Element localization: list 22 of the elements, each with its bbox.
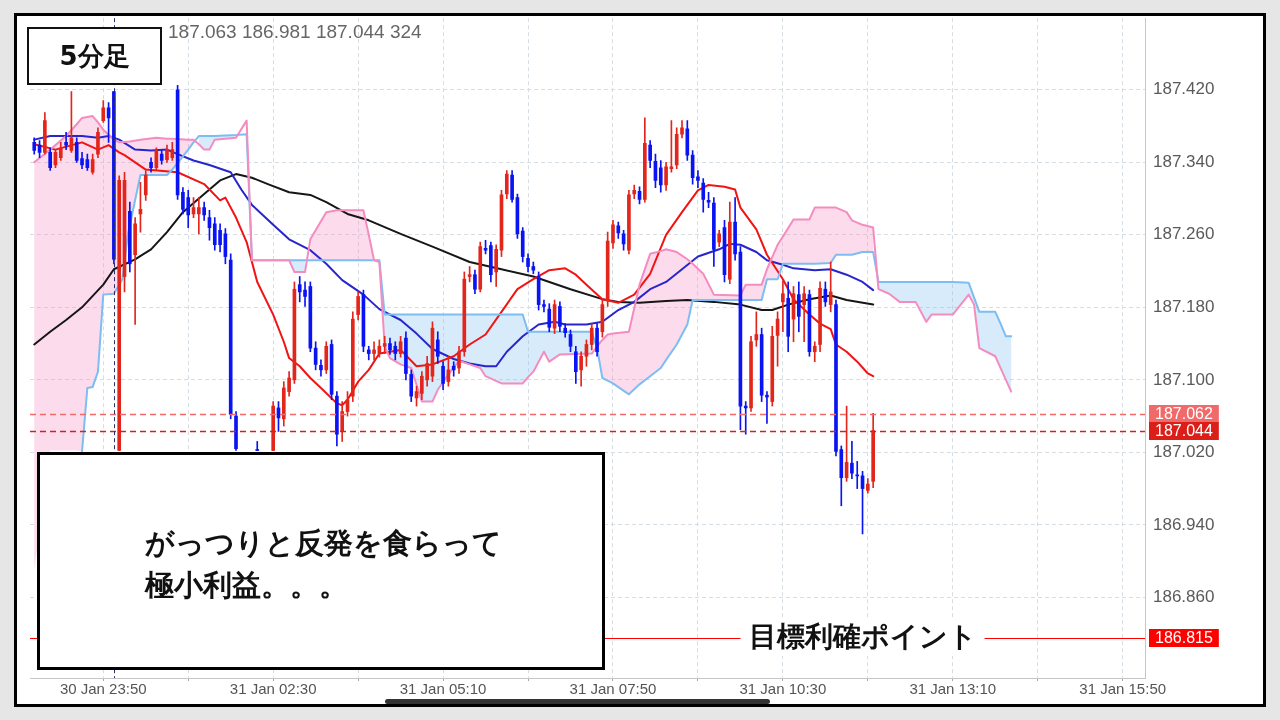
y-tick-label: 187.100 [1153, 369, 1215, 389]
x-tick-label: 31 Jan 10:30 [739, 680, 827, 698]
ref-line-label: 186.815 [1155, 629, 1213, 647]
y-tick-label: 187.420 [1153, 79, 1215, 99]
x-tick-label: 31 Jan 02:30 [229, 680, 317, 698]
y-tick-label: 187.260 [1153, 224, 1215, 244]
x-tick-label: 30 Jan 23:50 [59, 680, 147, 698]
text: 5分足 [27, 27, 162, 85]
x-tick-label: 31 Jan 07:50 [569, 680, 657, 698]
ref-line-label: 187.044 [1155, 422, 1213, 440]
ref-line-label: 187.062 [1155, 405, 1213, 423]
y-tick-label: 187.020 [1153, 442, 1215, 462]
y-tick-label: 187.180 [1153, 297, 1215, 316]
x-tick-label: 31 Jan 15:50 [1079, 680, 1167, 698]
y-tick-label: 186.860 [1153, 587, 1215, 607]
chart-subtitle: 187.063 186.981 187.044 324 [168, 20, 422, 44]
x-tick-label: 31 Jan 13:10 [909, 680, 997, 698]
y-tick-label: 187.340 [1153, 151, 1215, 171]
annotation: がっつりと反発を食らって極小利益。。。 [145, 525, 503, 604]
x-tick-label: 31 Jan 05:10 [399, 680, 487, 698]
y-tick-label: 186.940 [1153, 514, 1215, 534]
annotation: 目標利確ポイント [748, 620, 977, 654]
